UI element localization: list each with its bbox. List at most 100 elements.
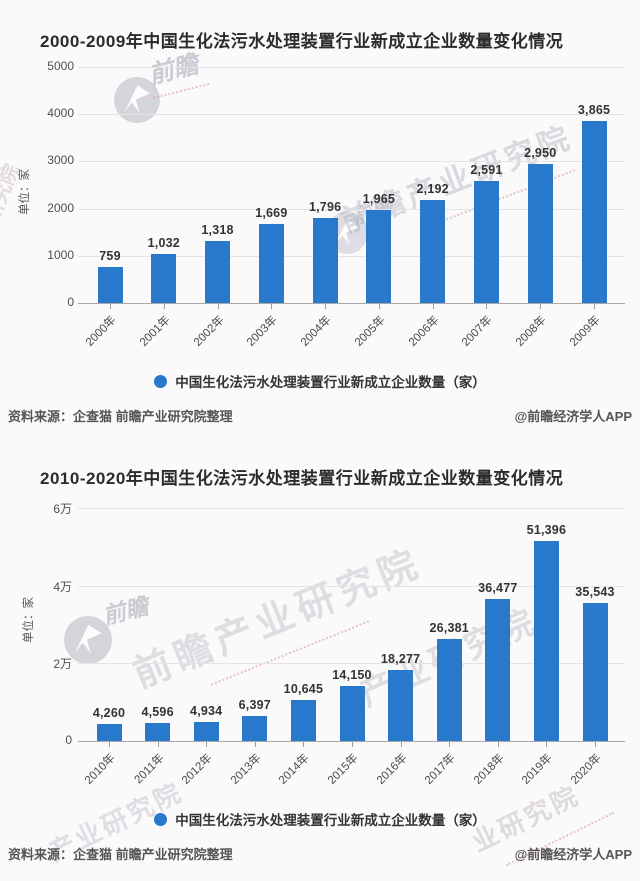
x-axis-tick: [325, 304, 327, 309]
y-tick-label: 4000: [47, 106, 74, 121]
chart1-legend: 中国生化法污水处理装置行业新成立企业数量（家）: [0, 371, 640, 391]
bar-2006: [420, 199, 446, 303]
bar-2003: [258, 224, 284, 303]
bar-value-label: 18,277: [380, 651, 421, 666]
x-tick-label: 2016年: [374, 752, 410, 787]
bar-2007: [473, 180, 499, 303]
x-axis-tick: [109, 742, 110, 747]
bar-2017: [436, 638, 462, 741]
bar-2016: [388, 669, 414, 741]
bar-2015: [339, 686, 365, 741]
watermark-dots: [210, 620, 370, 686]
bar-2011: [145, 723, 171, 741]
source-note: 资料来源：企查猫 前瞻产业研究院整理: [8, 409, 233, 424]
x-axis-tick: [163, 304, 165, 309]
chart1-y-axis-title: 单位：家: [19, 169, 31, 215]
x-tick-label: 2014年: [277, 752, 312, 787]
y-tick-label: 1000: [47, 247, 74, 262]
x-axis-tick: [497, 742, 499, 747]
x-tick-label: 2012年: [180, 752, 215, 787]
x-tick-label: 2008年: [514, 314, 549, 349]
bar-2005: [366, 210, 392, 303]
watermark-wing-icon: [124, 85, 150, 113]
x-tick-label: 2009年: [567, 314, 603, 349]
bar-2010: [96, 724, 122, 741]
gridline: [78, 663, 625, 665]
bar-value-label: 2,192: [416, 181, 449, 196]
y-tick-label: 5000: [47, 59, 74, 73]
watermark-brand: 前瞻: [350, 197, 395, 229]
chart2-y-axis-title: 单位：家: [23, 597, 35, 643]
x-tick-label: 2004年: [299, 314, 334, 349]
x-tick-label: 2005年: [352, 314, 388, 349]
x-axis-tick: [157, 742, 159, 747]
app-credit: @前瞻经济学人APP: [514, 847, 632, 862]
x-axis-tick: [595, 742, 596, 747]
bar-value-label: 35,543: [575, 584, 615, 599]
y-tick-label: 0: [67, 295, 74, 309]
x-tick-label: 2002年: [191, 314, 227, 349]
bar-value-label: 36,477: [478, 581, 518, 596]
bar-2008: [527, 163, 553, 303]
x-tick-label: 2010年: [82, 752, 118, 787]
watermark-logo-icon: [326, 212, 368, 254]
x-axis-tick: [217, 304, 219, 309]
bar-2020: [582, 602, 608, 741]
x-tick-label: 2003年: [245, 314, 280, 349]
watermark-wing-icon: [335, 219, 359, 245]
bar-value-label: 4,260: [92, 706, 126, 721]
bar-2004: [312, 218, 338, 303]
bar-2013: [242, 716, 268, 741]
gridline: [78, 114, 625, 116]
chart2-title: 2010-2020年中国生化法污水处理装置行业新成立企业数量变化情况: [40, 469, 564, 489]
watermark-text: 前瞻产业研究院: [127, 542, 429, 697]
source-note: 资料来源：企查猫 前瞻产业研究院整理: [8, 847, 233, 862]
bar-value-label: 26,381: [429, 620, 469, 635]
chart2-footer: 资料来源：企查猫 前瞻产业研究院整理 @前瞻经济学人APP: [8, 844, 632, 863]
bar-2009: [581, 120, 607, 303]
app-credit: @前瞻经济学人APP: [514, 409, 632, 424]
chart1-title: 2000-2009年中国生化法污水处理装置行业新成立企业数量变化情况: [40, 32, 564, 52]
x-tick-label: 2007年: [460, 314, 496, 349]
x-axis-tick: [432, 304, 434, 309]
x-axis-tick: [540, 304, 542, 309]
watermark-dots: [152, 83, 210, 99]
watermark-brand: 前瞻: [100, 592, 151, 630]
x-tick-label: 2001年: [137, 314, 173, 349]
x-axis-tick: [594, 304, 596, 309]
bar-2018: [485, 599, 511, 741]
x-axis-tick: [400, 742, 402, 747]
watermark-logo-icon: [114, 77, 160, 123]
bar-2012: [193, 721, 219, 741]
bar-value-label: 2,591: [470, 162, 503, 177]
x-axis-tick: [254, 742, 256, 747]
watermark-text: 业研究院: [467, 779, 585, 858]
x-tick-label: 2006年: [406, 314, 442, 349]
bar-value-label: 6,397: [238, 698, 271, 713]
x-axis-tick: [303, 742, 305, 747]
x-tick-label: 2013年: [228, 752, 264, 787]
bar-value-label: 1,965: [362, 192, 396, 207]
bar-value-label: 759: [99, 249, 121, 264]
x-axis-tick: [378, 304, 380, 309]
x-axis-tick: [449, 742, 451, 747]
legend-label: 中国生化法污水处理装置行业新成立企业数量（家）: [175, 813, 486, 828]
bar-2000: [97, 267, 123, 303]
legend-marker-icon: [154, 374, 168, 388]
bar-2019: [533, 541, 559, 741]
x-axis-tick: [110, 304, 111, 309]
bar-value-label: 51,396: [526, 523, 567, 538]
bar-value-label: 4,934: [190, 703, 223, 718]
x-axis-tick: [206, 742, 208, 747]
legend-marker-icon: [154, 812, 168, 826]
x-tick-label: 2017年: [423, 752, 458, 787]
bar-2014: [290, 699, 316, 741]
bar-value-label: 1,796: [308, 200, 342, 215]
watermark-dots: [434, 169, 576, 225]
chart1-footer: 资料来源：企查猫 前瞻产业研究院整理 @前瞻经济学人APP: [8, 406, 632, 425]
gridline: [78, 208, 625, 210]
bar-value-label: 4,596: [141, 705, 174, 720]
